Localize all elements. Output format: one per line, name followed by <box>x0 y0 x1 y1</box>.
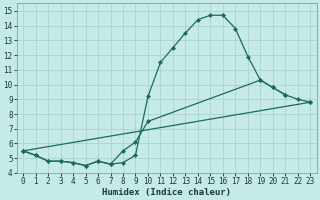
X-axis label: Humidex (Indice chaleur): Humidex (Indice chaleur) <box>102 188 231 197</box>
